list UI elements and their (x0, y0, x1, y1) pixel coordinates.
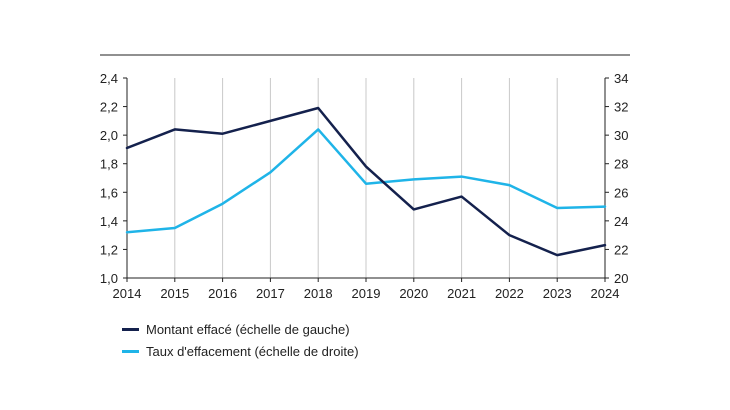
legend-item-montant: Montant effacé (échelle de gauche) (122, 318, 359, 340)
series-lines (125, 106, 607, 257)
x-tick-label: 2019 (352, 286, 381, 301)
legend: Montant effacé (échelle de gauche) Taux … (122, 318, 359, 362)
legend-label-montant: Montant effacé (échelle de gauche) (146, 321, 350, 337)
x-tick-label: 2024 (591, 286, 620, 301)
x-tick-label: 2015 (160, 286, 189, 301)
right-y-tick-label: 24 (614, 214, 628, 229)
series-montant-line (125, 106, 607, 257)
x-tick-label: 2017 (256, 286, 285, 301)
left-y-tick-labels: 1,0 1,2 1,4 1,6 1,8 2,0 2,2 2,4 (100, 71, 118, 286)
right-y-tick-label: 26 (614, 185, 628, 200)
legend-item-taux: Taux d'effacement (échelle de droite) (122, 340, 359, 362)
legend-swatch-montant (122, 327, 139, 331)
left-y-tick-label: 2,4 (100, 71, 118, 86)
x-tick-label: 2016 (208, 286, 237, 301)
x-tick-label: 2023 (543, 286, 572, 301)
x-tick-label: 2022 (495, 286, 524, 301)
x-tick-label: 2021 (447, 286, 476, 301)
right-y-tick-label: 32 (614, 100, 628, 115)
left-y-tick-label: 1,8 (100, 157, 118, 172)
x-tick-label: 2014 (113, 286, 142, 301)
x-tick-labels: 2014 2015 2016 2017 2018 2019 2020 2021 2022 2023… (113, 286, 620, 301)
right-y-tick-labels: 20 22 24 26 28 30 32 34 (614, 71, 628, 286)
legend-label-taux: Taux d'effacement (échelle de droite) (146, 343, 359, 359)
legend-swatch-taux (122, 349, 139, 353)
left-y-tick-label: 2,2 (100, 100, 118, 115)
x-tick-label: 2018 (304, 286, 333, 301)
left-y-tick-label: 2,0 (100, 128, 118, 143)
series-taux-line (125, 128, 607, 234)
left-y-tick-label: 1,4 (100, 214, 118, 229)
left-y-tick-label: 1,2 (100, 242, 118, 257)
left-y-tick-label: 1,0 (100, 271, 118, 286)
right-y-tick-label: 28 (614, 157, 628, 172)
right-y-tick-label: 30 (614, 128, 628, 143)
right-y-tick-label: 22 (614, 242, 628, 257)
right-y-tick-label: 20 (614, 271, 628, 286)
left-y-tick-label: 1,6 (100, 185, 118, 200)
x-tick-label: 2020 (399, 286, 428, 301)
right-y-tick-label: 34 (614, 71, 628, 86)
